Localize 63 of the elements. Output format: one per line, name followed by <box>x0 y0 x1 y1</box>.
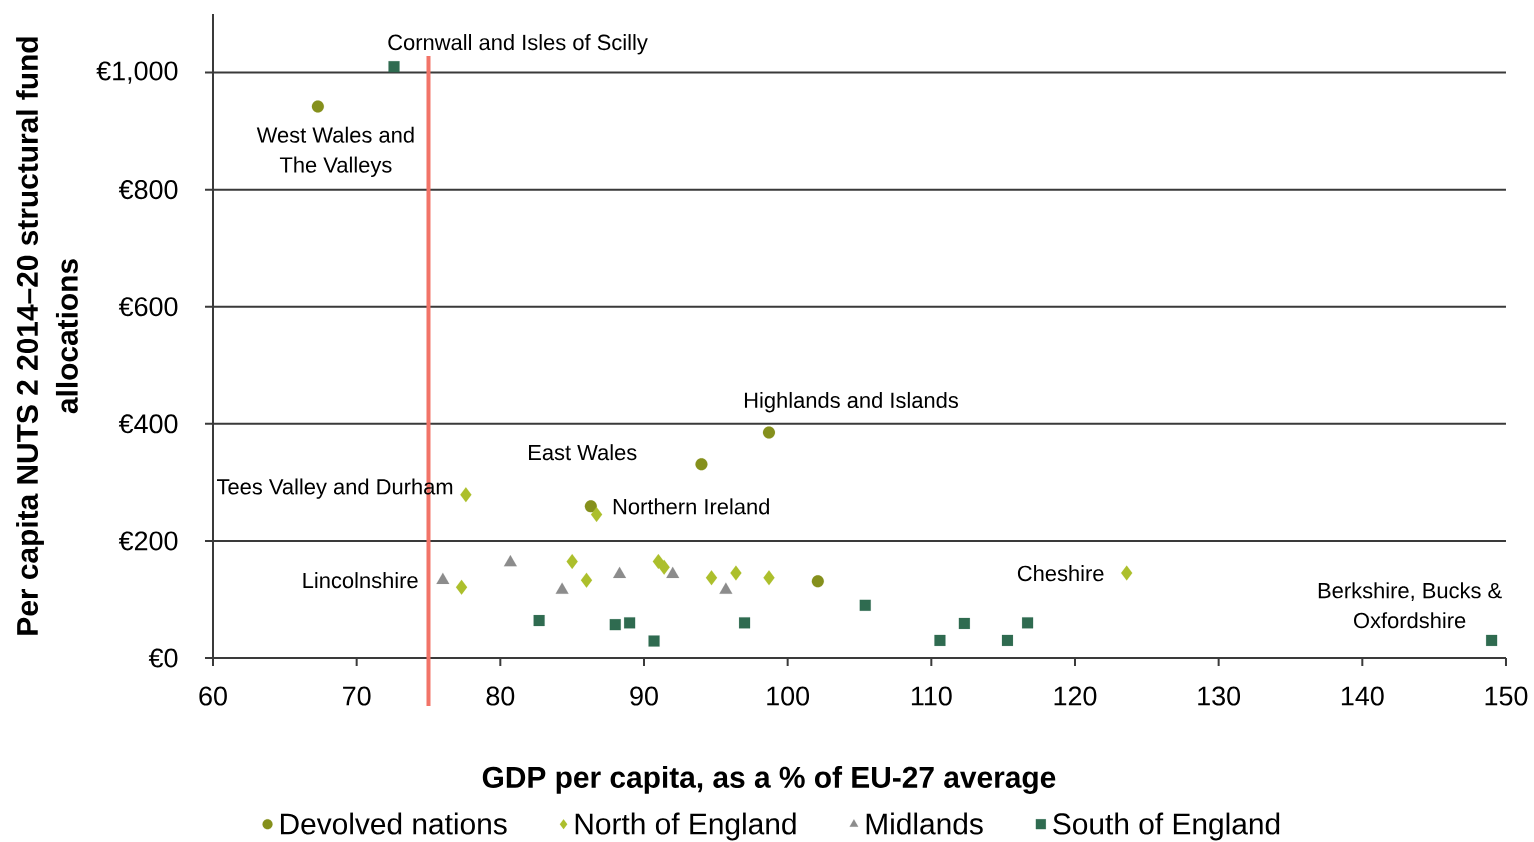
point <box>658 559 670 575</box>
point <box>811 575 824 588</box>
point <box>613 566 627 579</box>
y-tick-label: €0 <box>148 648 178 668</box>
point <box>1121 565 1133 581</box>
x-axis-title: GDP per capita, as a % of EU-27 average <box>482 765 1056 794</box>
legend-label: Midlands <box>866 812 983 835</box>
x-tick-label: 120 <box>1054 686 1097 706</box>
y-tick-label: €400 <box>118 414 178 434</box>
annotation: West Wales and The Valleys <box>256 126 414 178</box>
point <box>719 582 733 594</box>
annotation: East Wales <box>529 444 637 461</box>
x-tick-label: 130 <box>1198 686 1241 706</box>
point <box>934 634 946 646</box>
point <box>1486 634 1498 646</box>
legend-label: Devolved nations <box>280 812 507 835</box>
point <box>590 507 603 523</box>
x-tick-label: 140 <box>1341 686 1384 706</box>
point <box>609 619 621 631</box>
y-tick-label: €200 <box>118 531 178 551</box>
y-tick-label: €600 <box>118 297 178 317</box>
annotation: Highlands and Islands <box>744 391 958 413</box>
x-tick-label: 70 <box>343 686 371 706</box>
point <box>648 635 660 647</box>
x-tick-label: 150 <box>1485 686 1528 706</box>
point <box>503 555 517 567</box>
point <box>566 553 578 569</box>
point <box>1022 617 1034 629</box>
point <box>580 572 593 588</box>
point <box>730 565 742 581</box>
annotation: Berkshire, Bucks & Oxfordshire <box>1318 582 1502 629</box>
point <box>533 614 545 627</box>
legend-label: South of England <box>1053 812 1280 841</box>
point <box>695 458 708 471</box>
y-tick-label: €800 <box>118 180 178 200</box>
legend-label: North of England <box>575 812 796 841</box>
annotation: Lincolnshire <box>303 572 418 589</box>
point <box>859 599 871 611</box>
x-tick-label: 90 <box>630 686 658 706</box>
annotation: Cornwall and Isles of Scilly <box>388 34 648 55</box>
x-tick-label: 60 <box>199 686 227 706</box>
point <box>739 617 751 629</box>
point <box>436 572 450 584</box>
y-tick-label: €1,000 <box>96 61 178 84</box>
point <box>311 100 324 113</box>
point <box>388 61 400 73</box>
point <box>762 426 776 439</box>
annotation: Cheshire <box>1017 565 1104 582</box>
point <box>1001 634 1014 646</box>
point <box>666 566 680 579</box>
point <box>624 617 636 629</box>
x-tick-label: 100 <box>767 686 810 706</box>
y-axis-title: Per capita NUTS 2 2014–20 structural fund allocations <box>16 37 78 635</box>
point <box>455 579 468 595</box>
point <box>705 570 718 586</box>
point <box>958 617 970 630</box>
point <box>460 487 472 503</box>
x-tick-label: 80 <box>486 686 515 706</box>
point <box>763 570 775 586</box>
annotation: Northern Ireland <box>613 498 769 515</box>
x-tick-label: 110 <box>911 686 952 706</box>
point <box>584 500 597 513</box>
point <box>555 582 569 594</box>
